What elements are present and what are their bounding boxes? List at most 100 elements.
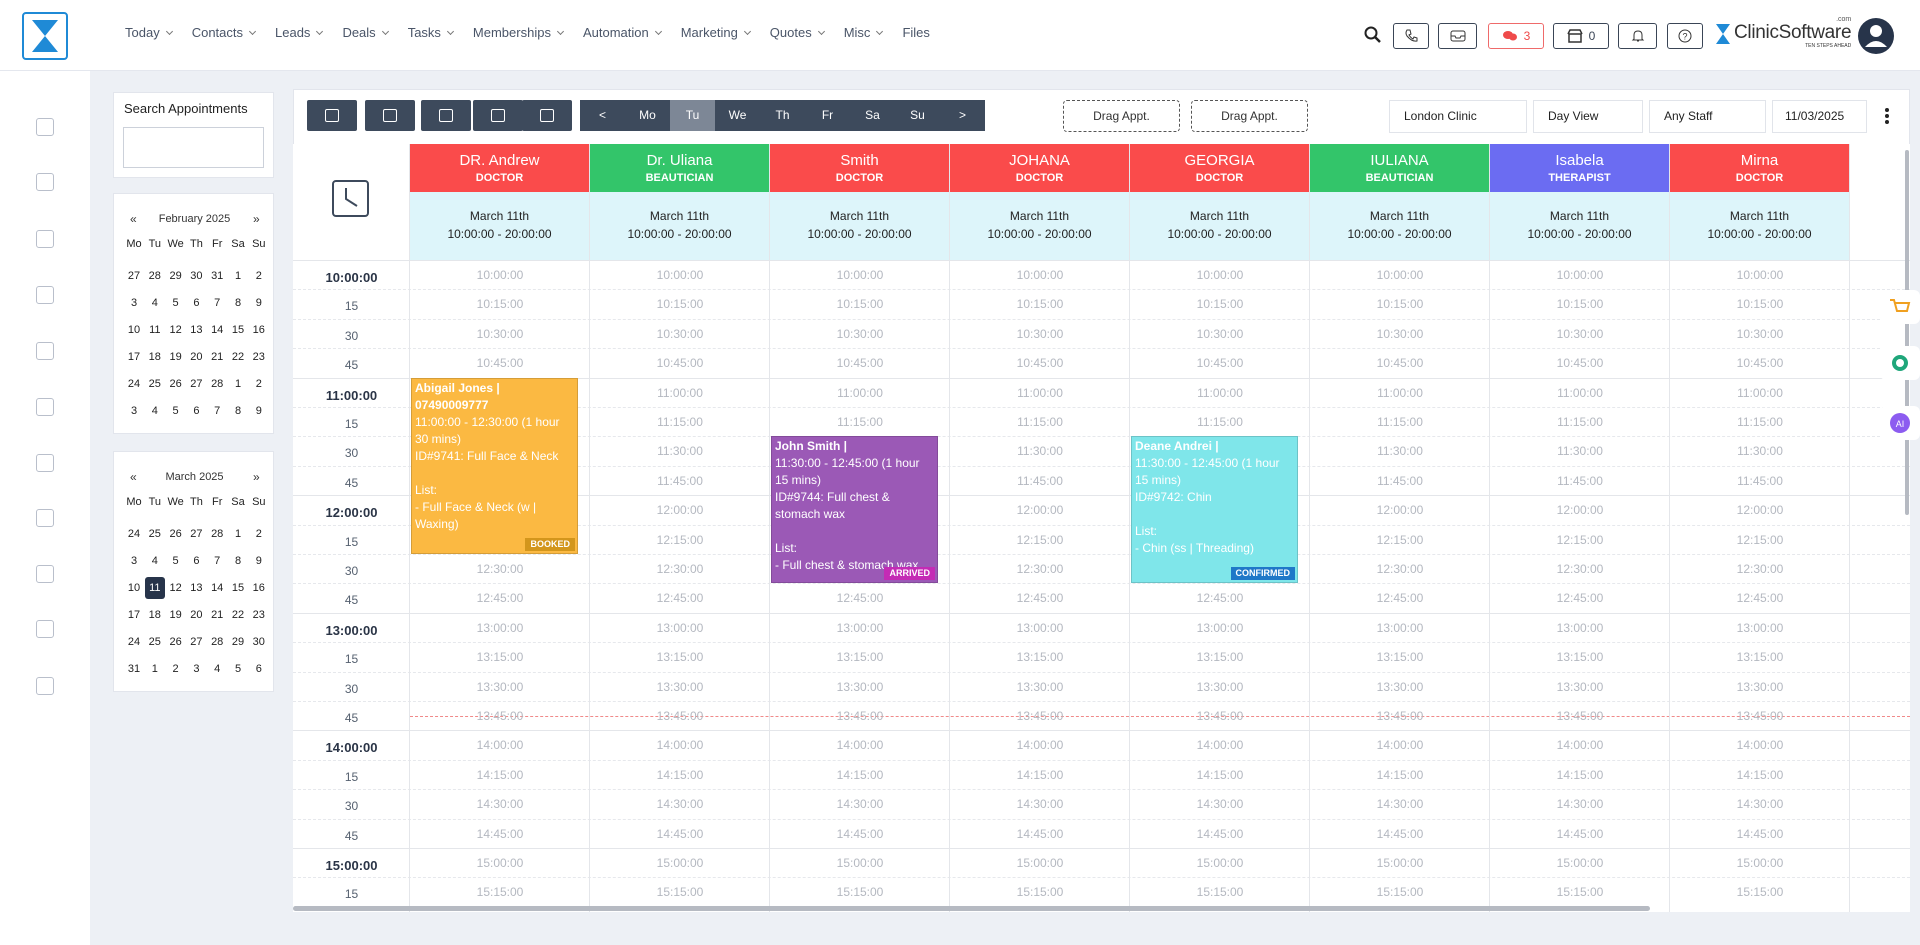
cal-day[interactable]: 5: [172, 405, 179, 417]
slot-cell[interactable]: 11:00:00: [1737, 385, 1783, 400]
slot-cell[interactable]: 12:45:00: [1556, 591, 1604, 606]
slot-cell[interactable]: 12:15:00: [1556, 532, 1604, 547]
slot-cell[interactable]: 15:15:00: [836, 885, 884, 900]
slot-cell[interactable]: 13:45:00: [836, 709, 884, 723]
cal-day[interactable]: 3: [130, 555, 138, 567]
cal-day[interactable]: 13: [190, 582, 203, 594]
slot-cell[interactable]: 14:15:00: [1196, 767, 1244, 782]
slot-cell[interactable]: 13:00:00: [1556, 620, 1604, 635]
slot-cell[interactable]: 14:00:00: [656, 738, 704, 753]
slot-cell[interactable]: 11:15:00: [1017, 415, 1063, 429]
slot-cell[interactable]: 12:15:00: [656, 532, 704, 547]
slot-cell[interactable]: 12:45:00: [656, 591, 704, 606]
sidebar-icon[interactable]: [36, 565, 54, 583]
cal-day[interactable]: 2: [255, 528, 262, 540]
slot-cell[interactable]: 10:15:00: [836, 297, 884, 312]
appointment[interactable]: Abigail Jones | 07490009777 11:00:00 - 12…: [411, 377, 578, 554]
slot-cell[interactable]: 11:45:00: [1017, 473, 1063, 488]
slot-cell[interactable]: 12:45:00: [1016, 591, 1064, 606]
slot-cell[interactable]: 13:30:00: [1016, 679, 1064, 694]
nav-item[interactable]: Leads: [275, 25, 322, 40]
slot-cell[interactable]: 14:45:00: [1016, 826, 1064, 841]
slot-cell[interactable]: 11:00:00: [657, 385, 703, 400]
cal-day[interactable]: 16: [252, 324, 265, 336]
cal-day[interactable]: 2: [255, 270, 262, 282]
slot-cell[interactable]: 14:15:00: [1376, 767, 1424, 782]
cal-day[interactable]: 24: [127, 528, 141, 540]
cal-day[interactable]: 1: [234, 528, 242, 540]
slot-cell[interactable]: 10:00:00: [1556, 268, 1604, 282]
slot-cell[interactable]: 10:00:00: [1376, 268, 1424, 282]
slot-cell[interactable]: 13:15:00: [1016, 650, 1064, 665]
slot-cell[interactable]: 14:30:00: [476, 797, 524, 812]
slot-cell[interactable]: 13:15:00: [1376, 650, 1424, 665]
slot-cell[interactable]: 15:00:00: [1556, 856, 1604, 870]
cal-day[interactable]: 6: [193, 405, 200, 417]
staff-header[interactable]: Mirna DOCTOR: [1670, 144, 1849, 192]
slot-cell[interactable]: 10:30:00: [1556, 326, 1604, 341]
slot-cell[interactable]: 15:15:00: [476, 885, 524, 900]
slot-cell[interactable]: 14:00:00: [1016, 738, 1064, 753]
slot-cell[interactable]: 13:00:00: [1196, 620, 1244, 635]
slot-cell[interactable]: 10:45:00: [1016, 356, 1064, 371]
slot-cell[interactable]: 15:15:00: [1736, 885, 1784, 900]
cal-day[interactable]: 6: [193, 555, 200, 567]
slot-cell[interactable]: 12:00:00: [1736, 503, 1784, 518]
cal-day[interactable]: 1: [151, 663, 158, 675]
slot-cell[interactable]: 10:45:00: [476, 356, 524, 371]
nav-item[interactable]: Contacts: [192, 25, 255, 40]
slot-cell[interactable]: 11:00:00: [1557, 385, 1603, 400]
slot-cell[interactable]: 13:15:00: [476, 650, 524, 665]
slot-cell[interactable]: 11:30:00: [1377, 444, 1423, 459]
select[interactable]: London Clinic: [1389, 100, 1527, 133]
slot-cell[interactable]: 13:00:00: [836, 620, 884, 635]
slot-cell[interactable]: 13:00:00: [476, 620, 524, 635]
slot-cell[interactable]: 14:30:00: [1556, 797, 1604, 812]
slot-cell[interactable]: 11:15:00: [1377, 415, 1423, 429]
floating-icons[interactable]: AI: [1880, 290, 1920, 450]
cal-day[interactable]: 14: [211, 582, 224, 594]
cal-day[interactable]: 4: [151, 405, 158, 417]
slot-cell[interactable]: 11:15:00: [1197, 415, 1243, 429]
slot-cell[interactable]: 11:30:00: [1737, 444, 1783, 459]
slot-cell[interactable]: 13:45:00: [656, 709, 704, 723]
slot-cell[interactable]: 10:15:00: [1556, 297, 1604, 312]
cal-day[interactable]: 27: [190, 528, 203, 540]
slot-cell[interactable]: 10:15:00: [1196, 297, 1244, 312]
slot-cell[interactable]: 13:30:00: [836, 679, 884, 694]
slot-cell[interactable]: 10:15:00: [1736, 297, 1784, 312]
slot-cell[interactable]: 12:00:00: [1376, 503, 1424, 518]
cal-day[interactable]: 1: [234, 378, 242, 390]
slot-cell[interactable]: 11:15:00: [837, 415, 883, 429]
cal-day[interactable]: 18: [148, 609, 161, 621]
slot-cell[interactable]: 12:45:00: [836, 591, 884, 606]
cal-day[interactable]: 10: [127, 582, 141, 594]
slot-cell[interactable]: 13:00:00: [1376, 620, 1424, 635]
slot-cell[interactable]: 14:00:00: [1376, 738, 1424, 753]
slot-cell[interactable]: 13:15:00: [1736, 650, 1784, 665]
slot-cell[interactable]: 10:30:00: [1736, 326, 1784, 341]
slot-cell[interactable]: 11:00:00: [1377, 385, 1423, 400]
slot-cell[interactable]: 13:30:00: [1556, 679, 1604, 694]
slot-cell[interactable]: 11:45:00: [657, 473, 703, 488]
slot-cell[interactable]: 10:45:00: [1196, 356, 1244, 371]
cal-day[interactable]: 15: [231, 324, 245, 336]
cal-day[interactable]: 31: [211, 270, 224, 282]
day-button[interactable]: Th: [760, 100, 805, 131]
sidebar-icon[interactable]: [36, 342, 54, 360]
sidebar-icon[interactable]: [36, 620, 54, 638]
cal-day[interactable]: 12: [169, 324, 182, 336]
slot-cell[interactable]: 12:15:00: [1016, 532, 1064, 547]
slot-cell[interactable]: 14:45:00: [1376, 826, 1424, 841]
search-input[interactable]: [123, 127, 264, 168]
slot-cell[interactable]: 11:15:00: [657, 415, 703, 429]
cal-day[interactable]: 22: [231, 609, 245, 621]
toolbar-icon-button[interactable]: [421, 100, 471, 131]
sidebar-icon[interactable]: [36, 230, 54, 248]
day-button[interactable]: Sa: [850, 100, 895, 131]
cal-day[interactable]: 2: [255, 378, 262, 390]
slot-cell[interactable]: 13:45:00: [1556, 709, 1604, 723]
slot-cell[interactable]: 11:00:00: [1017, 385, 1063, 400]
slot-cell[interactable]: 10:45:00: [1556, 356, 1604, 371]
cal-day[interactable]: 6: [255, 663, 262, 675]
